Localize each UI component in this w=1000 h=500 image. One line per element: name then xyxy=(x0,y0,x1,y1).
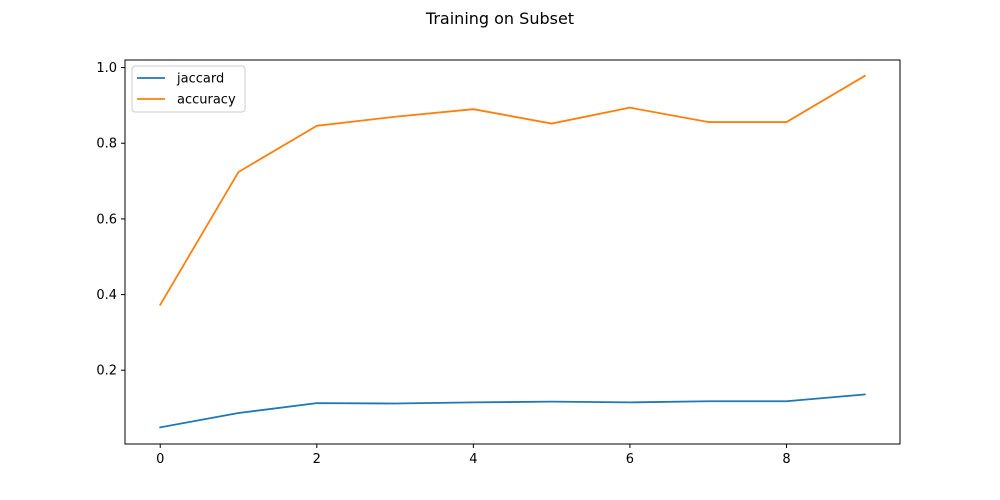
series-line-jaccard xyxy=(159,393,866,429)
legend-label-accuracy: accuracy xyxy=(177,93,236,108)
x-tick-label-2: 2 xyxy=(313,452,321,467)
x-tick-label-6: 6 xyxy=(626,452,634,467)
x-tick-label-4: 4 xyxy=(469,452,477,467)
chart-title: Training on Subset xyxy=(425,9,574,28)
y-tick-label-0.8: 0.8 xyxy=(96,137,117,152)
y-axis: 0.2 0.4 0.6 0.8 1.0 xyxy=(96,61,125,379)
y-tick-label-0.2: 0.2 xyxy=(96,364,117,379)
x-tick-label-8: 8 xyxy=(782,452,790,467)
series-line-accuracy xyxy=(158,74,867,307)
plot-frame xyxy=(124,59,901,445)
y-tick-label-0.6: 0.6 xyxy=(96,212,117,227)
x-tick-label-0: 0 xyxy=(156,452,164,467)
legend-label-jaccard: jaccard xyxy=(176,72,224,87)
x-axis: 0 2 4 6 8 xyxy=(156,444,791,467)
series-layer xyxy=(158,74,867,429)
y-tick-label-0.4: 0.4 xyxy=(96,288,117,303)
legend: jaccard accuracy xyxy=(131,65,246,113)
y-tick-label-1.0: 1.0 xyxy=(96,61,117,76)
